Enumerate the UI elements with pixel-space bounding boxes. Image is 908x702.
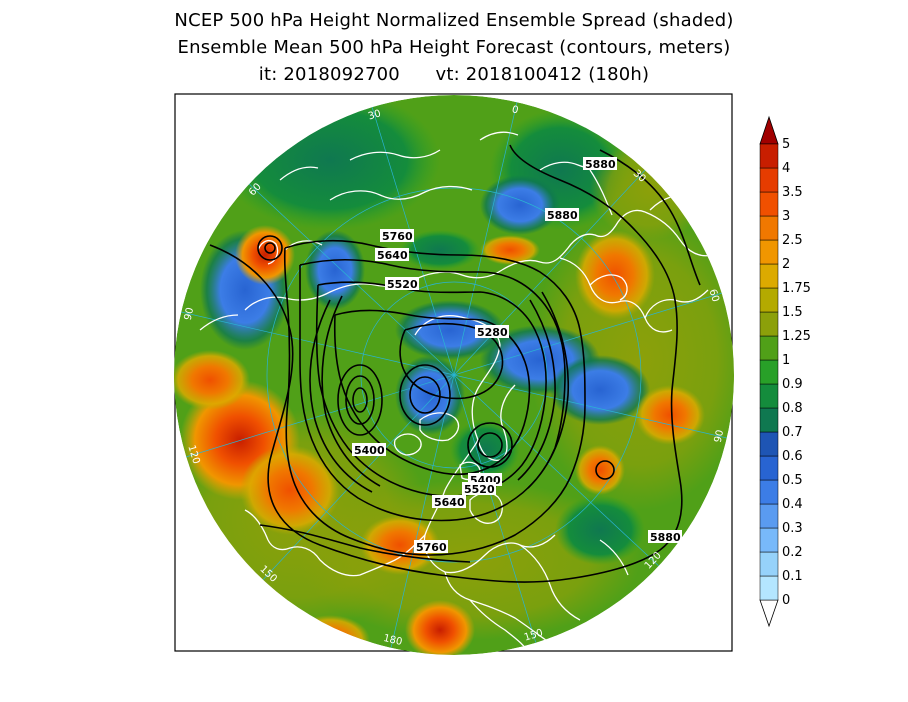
meridian-line (248, 183, 455, 376)
colorbar-swatch (759, 335, 779, 361)
longitude-label: 0 (511, 104, 520, 116)
colorbar-label: 0.8 (782, 401, 803, 416)
colorbar-label: 1.25 (782, 329, 811, 344)
contour-label: 5760 (416, 541, 447, 554)
contour-label: 5400 (354, 444, 385, 457)
colorbar-swatch (759, 263, 779, 289)
meridian-line (186, 374, 455, 458)
colorbar-swatch (759, 311, 779, 337)
contour-label: 5280 (477, 326, 508, 339)
height-contours (209, 144, 701, 583)
colorbar-min-triangle (759, 599, 779, 628)
longitude-label: 150 (523, 628, 544, 644)
contour-label: 5760 (382, 230, 413, 243)
colorbar-swatch (759, 575, 779, 601)
title-line-2: Ensemble Mean 500 hPa Height Forecast (c… (177, 37, 731, 58)
colorbar-label: 0.7 (782, 425, 803, 440)
colorbar-label: 0.5 (782, 473, 803, 488)
colorbar-label: 0.2 (782, 545, 803, 560)
colorbar-label: 1.5 (782, 305, 803, 320)
coastlines (199, 131, 713, 655)
colorbar-swatch (759, 479, 779, 505)
colorbar-label: 3.5 (782, 185, 803, 200)
colorbar-swatch (759, 359, 779, 385)
longitude-label: 120 (185, 444, 201, 465)
colorbar-swatch (759, 287, 779, 313)
longitude-label: 60 (707, 288, 721, 303)
colorbar-swatch (759, 143, 779, 169)
contour-label: 5880 (585, 158, 616, 171)
title-line-1: NCEP 500 hPa Height Normalized Ensemble … (174, 10, 734, 31)
longitude-label: 180 (382, 633, 403, 648)
colorbar: 0 0.1 0.2 0.3 0.4 0.5 0.6 0.7 0.8 0.9 1 1.25 1.5 1.75… (759, 115, 811, 628)
colorbar-swatch (759, 215, 779, 241)
colorbar-swatch (759, 383, 779, 409)
colorbar-label: 2.5 (782, 233, 803, 248)
colorbar-label: 0.3 (782, 521, 803, 536)
colorbar-swatch (759, 407, 779, 433)
meridian-line (262, 374, 455, 581)
contour-labels: 5880 5880 5760 5640 5520 5280 5400 5400 … (352, 157, 682, 554)
colorbar-swatch (759, 551, 779, 577)
colorbar-swatch (759, 191, 779, 217)
colorbar-swatch (759, 527, 779, 553)
contour-label: 5520 (387, 278, 418, 291)
colorbar-swatch (759, 455, 779, 481)
colorbar-label: 3 (782, 209, 790, 224)
meridian-line (453, 374, 660, 567)
colorbar-label: 2 (782, 257, 790, 272)
meridian-line (453, 374, 537, 643)
colorbar-label: 5 (782, 137, 790, 152)
colorbar-swatch (759, 167, 779, 193)
title-line-3: it: 2018092700 vt: 2018100412 (180h) (258, 64, 650, 85)
colorbar-label: 4 (782, 161, 790, 176)
longitude-label: 90 (713, 429, 727, 444)
longitude-label: 90 (183, 306, 197, 321)
contour-label: 5520 (464, 483, 495, 496)
contour-label: 5880 (547, 209, 578, 222)
colorbar-label: 0.6 (782, 449, 803, 464)
colorbar-label: 1 (782, 353, 790, 368)
contour-label: 5640 (377, 249, 408, 262)
colorbar-label: 0.4 (782, 497, 803, 512)
colorbar-label: 0.1 (782, 569, 803, 584)
colorbar-label: 0 (782, 593, 790, 608)
graticule (181, 102, 727, 648)
colorbar-swatch (759, 239, 779, 265)
contour-label: 5880 (650, 531, 681, 544)
colorbar-label: 1.75 (782, 281, 811, 296)
meridian-line (453, 374, 727, 439)
meridian-line (390, 374, 455, 648)
colorbar-label: 0.9 (782, 377, 803, 392)
meridian-line (453, 102, 518, 376)
colorbar-max-triangle (759, 115, 779, 145)
colorbar-swatch (759, 431, 779, 457)
meridian-line (453, 169, 646, 376)
meridian-line (453, 292, 722, 376)
contour-label: 5640 (434, 496, 465, 509)
colorbar-swatch (759, 503, 779, 529)
longitude-label: 30 (367, 108, 382, 122)
